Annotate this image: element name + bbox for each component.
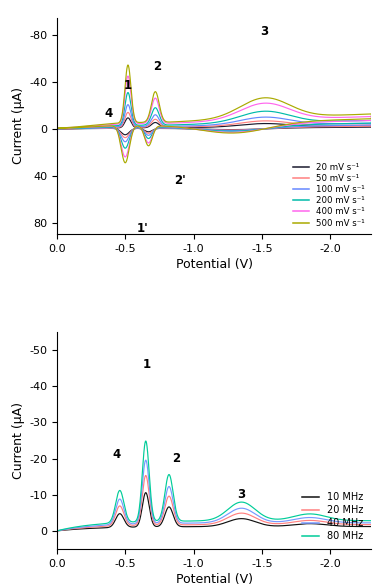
Text: 3: 3 — [237, 488, 246, 501]
Text: 1': 1' — [137, 222, 149, 235]
Text: 2: 2 — [172, 452, 180, 465]
Legend: 10 MHz, 20 MHz, 40 MHz, 80 MHz: 10 MHz, 20 MHz, 40 MHz, 80 MHz — [299, 489, 366, 544]
Text: 3: 3 — [261, 25, 269, 38]
Y-axis label: Current (μA): Current (μA) — [12, 88, 25, 165]
Text: 2: 2 — [153, 60, 161, 73]
Text: 1: 1 — [124, 79, 132, 92]
Text: 1: 1 — [143, 358, 151, 371]
Text: 4: 4 — [113, 449, 121, 461]
Y-axis label: Current (μA): Current (μA) — [12, 402, 25, 479]
Legend: 20 mV s⁻¹, 50 mV s⁻¹, 100 mV s⁻¹, 200 mV s⁻¹, 400 mV s⁻¹, 500 mV s⁻¹: 20 mV s⁻¹, 50 mV s⁻¹, 100 mV s⁻¹, 200 mV… — [291, 160, 367, 230]
Text: 2': 2' — [174, 174, 186, 187]
Text: 4: 4 — [105, 107, 113, 120]
X-axis label: Potential (V): Potential (V) — [175, 258, 253, 272]
X-axis label: Potential (V): Potential (V) — [175, 573, 253, 584]
